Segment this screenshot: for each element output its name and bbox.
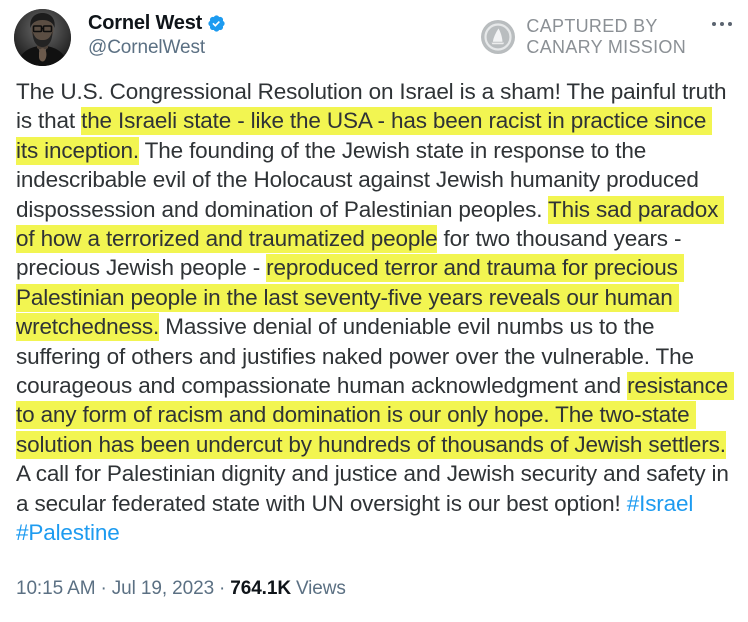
verified-badge-icon bbox=[207, 14, 226, 33]
header-right: CAPTURED BY CANARY MISSION bbox=[481, 9, 734, 58]
tweet-header: Cornel West @CornelWest bbox=[0, 0, 748, 72]
tweet-text-segment: Massive denial of undeniable evil numbs … bbox=[16, 314, 700, 399]
canary-bird-logo-icon bbox=[481, 20, 516, 54]
meta-separator: · bbox=[219, 578, 226, 599]
name-row: Cornel West bbox=[88, 12, 226, 35]
views-label: Views bbox=[295, 578, 346, 599]
capture-text: CAPTURED BY CANARY MISSION bbox=[526, 16, 686, 58]
display-name[interactable]: Cornel West bbox=[88, 12, 203, 34]
more-options-button[interactable] bbox=[712, 16, 732, 26]
ellipsis-dot bbox=[720, 22, 724, 26]
tweet-time: 10:15 AM bbox=[16, 578, 96, 599]
hashtag-link[interactable]: #Palestine bbox=[16, 520, 120, 546]
capture-watermark: CAPTURED BY CANARY MISSION bbox=[481, 16, 686, 58]
account-handle[interactable]: @CornelWest bbox=[88, 37, 206, 58]
tweet-date: Jul 19, 2023 bbox=[111, 578, 215, 599]
account-identity: Cornel West @CornelWest bbox=[88, 9, 226, 59]
views-count: 764.1K bbox=[230, 578, 291, 599]
tweet-text-segment bbox=[693, 491, 699, 516]
ellipsis-dot bbox=[712, 22, 716, 26]
tweet-text-segment: The founding of the Jewish state in resp… bbox=[16, 137, 705, 222]
capture-line-2: CANARY MISSION bbox=[526, 37, 686, 57]
hashtag-link[interactable]: #Israel bbox=[626, 490, 694, 516]
tweet-text: The U.S. Congressional Resolution on Isr… bbox=[0, 72, 748, 548]
meta-separator: · bbox=[100, 578, 107, 599]
tweet-text-segment: for two thousand years - precious Jewish… bbox=[16, 226, 688, 281]
avatar[interactable] bbox=[14, 9, 71, 66]
ellipsis-dot bbox=[728, 22, 732, 26]
tweet-meta-footer: 10:15 AM · Jul 19, 2023 · 764.1K Views bbox=[16, 578, 346, 600]
capture-line-1: CAPTURED BY bbox=[526, 16, 658, 36]
tweet-text-segment: A call for Palestinian dignity and justi… bbox=[16, 431, 735, 516]
tweet-text-segment: The U.S. Congressional Resolution on Isr… bbox=[16, 79, 733, 134]
